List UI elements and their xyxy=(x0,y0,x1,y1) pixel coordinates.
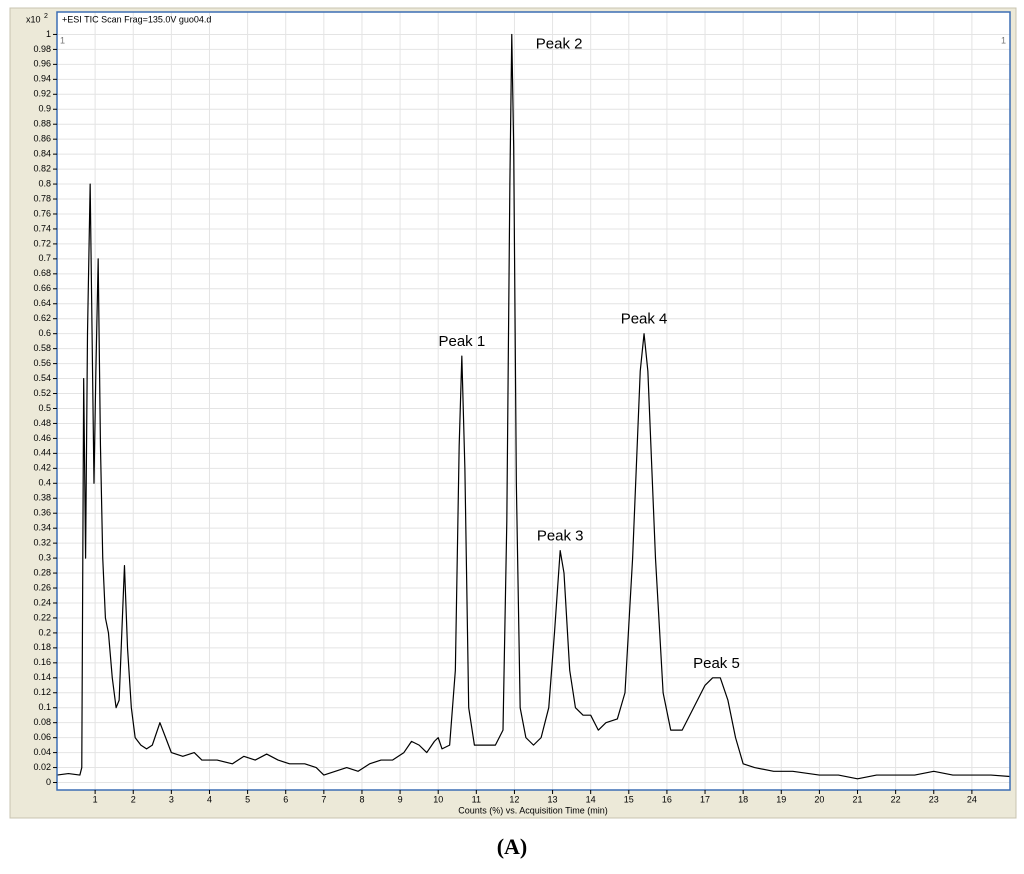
y-tick-label: 0.9 xyxy=(38,104,51,114)
y-tick-label: 0.32 xyxy=(33,538,51,548)
y-tick-label: 0.26 xyxy=(33,582,51,592)
x-tick-label: 12 xyxy=(509,794,519,804)
x-axis-label: Counts (%) vs. Acquisition Time (min) xyxy=(458,805,608,815)
x-tick-label: 24 xyxy=(967,794,977,804)
plot-border xyxy=(56,11,1011,791)
x-tick-label: 16 xyxy=(662,794,672,804)
x-tick-label: 18 xyxy=(738,794,748,804)
y-tick-label: 0.96 xyxy=(33,59,51,69)
y-tick-label: 0.14 xyxy=(33,672,51,682)
x-tick-label: 6 xyxy=(283,794,288,804)
peak-label: Peak 1 xyxy=(438,333,485,350)
y-tick-label: 0.4 xyxy=(38,478,51,488)
y-tick-label: 0.62 xyxy=(33,313,51,323)
x-tick-label: 4 xyxy=(207,794,212,804)
y-tick-label: 0.84 xyxy=(33,149,51,159)
y-tick-label: 0.34 xyxy=(33,523,51,533)
y-tick-label: 0.54 xyxy=(33,373,51,383)
x-tick-label: 2 xyxy=(131,794,136,804)
x-tick-label: 20 xyxy=(814,794,824,804)
x-tick-label: 1 xyxy=(93,794,98,804)
y-tick-label: 0.3 xyxy=(38,552,51,562)
y-tick-label: 0.2 xyxy=(38,627,51,637)
peak-label: Peak 2 xyxy=(536,35,583,52)
y-tick-label: 0.68 xyxy=(33,268,51,278)
data-line xyxy=(56,33,1011,780)
y-tick-label: 0.92 xyxy=(33,89,51,99)
x-tick-label: 8 xyxy=(359,794,364,804)
y-tick-label: 0.16 xyxy=(33,657,51,667)
y-tick-label: 0.38 xyxy=(33,493,51,503)
y-tick-label: 1 xyxy=(46,29,51,39)
x-tick-label: 19 xyxy=(776,794,786,804)
y-scale-exponent: 2 xyxy=(44,13,48,20)
y-tick-label: 0.12 xyxy=(33,687,51,697)
x-tick-label: 7 xyxy=(321,794,326,804)
peak-label: Peak 3 xyxy=(537,528,584,545)
y-tick-label: 0.36 xyxy=(33,508,51,518)
grid xyxy=(57,12,1010,790)
x-tick-label: 5 xyxy=(245,794,250,804)
x-tick-label: 13 xyxy=(548,794,558,804)
y-tick-label: 0.6 xyxy=(38,328,51,338)
y-tick-label: 0.88 xyxy=(33,119,51,129)
x-tick-label: 10 xyxy=(433,794,443,804)
y-tick-label: 0.04 xyxy=(33,747,51,757)
y-tick-label: 0.78 xyxy=(33,193,51,203)
x-tick-label: 22 xyxy=(891,794,901,804)
y-tick-label: 0.52 xyxy=(33,388,51,398)
y-tick-label: 0.66 xyxy=(33,283,51,293)
trace xyxy=(56,33,1011,780)
y-tick-label: 0.44 xyxy=(33,448,51,458)
x-tick-label: 14 xyxy=(586,794,596,804)
y-tick-label: 0.58 xyxy=(33,343,51,353)
y-tick-label: 0.74 xyxy=(33,223,51,233)
x-tick-label: 11 xyxy=(472,794,481,804)
y-tick-label: 0.5 xyxy=(38,403,51,413)
y-tick-label: 0.1 xyxy=(38,702,51,712)
corner-label: 1 xyxy=(1001,35,1006,45)
y-tick-label: 0.22 xyxy=(33,612,51,622)
corner-label: 1 xyxy=(60,35,65,45)
y-tick-label: 0.76 xyxy=(33,208,51,218)
y-tick-label: 0.8 xyxy=(38,178,51,188)
y-tick-label: 0.7 xyxy=(38,253,51,263)
y-tick-label: 0.08 xyxy=(33,717,51,727)
plot-area xyxy=(57,12,1010,790)
y-tick-label: 0.46 xyxy=(33,433,51,443)
y-tick-label: 0.42 xyxy=(33,463,51,473)
y-tick-label: 0.28 xyxy=(33,567,51,577)
y-scale-label: x10 xyxy=(26,14,41,24)
y-tick-label: 0.56 xyxy=(33,358,51,368)
x-tick-label: 21 xyxy=(853,794,863,804)
y-tick-label: 0.72 xyxy=(33,238,51,248)
x-tick-label: 23 xyxy=(929,794,939,804)
y-tick-label: 0.86 xyxy=(33,134,51,144)
y-tick-label: 0.06 xyxy=(33,732,51,742)
x-tick-label: 3 xyxy=(169,794,174,804)
peak-label: Peak 4 xyxy=(621,311,668,328)
chart-title: +ESI TIC Scan Frag=135.0V guo04.d xyxy=(62,14,211,24)
y-tick-label: 0.82 xyxy=(33,163,51,173)
y-tick-label: 0.98 xyxy=(33,44,51,54)
y-tick-label: 0.94 xyxy=(33,74,51,84)
y-tick-label: 0 xyxy=(46,777,51,787)
x-tick-label: 9 xyxy=(398,794,403,804)
caption: (A) xyxy=(497,834,528,859)
peak-label: Peak 5 xyxy=(693,655,740,672)
y-tick-label: 0.64 xyxy=(33,298,51,308)
y-tick-label: 0.48 xyxy=(33,418,51,428)
x-tick-label: 17 xyxy=(700,794,710,804)
y-tick-label: 0.18 xyxy=(33,642,51,652)
y-tick-label: 0.02 xyxy=(33,762,51,772)
x-tick-label: 15 xyxy=(624,794,634,804)
y-tick-label: 0.24 xyxy=(33,597,51,607)
